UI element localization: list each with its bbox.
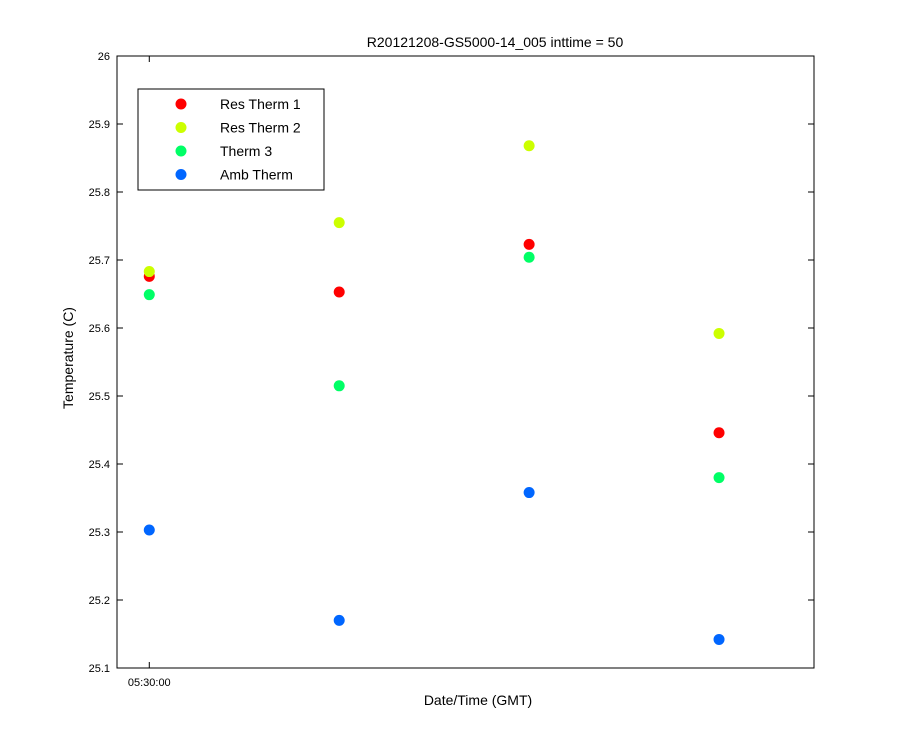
data-points [143, 140, 725, 645]
legend: Res Therm 1 Res Therm 2 Therm 3 Amb Therm [137, 88, 325, 191]
data-point [713, 427, 725, 439]
series-1 [143, 140, 725, 339]
legend-label: Res Therm 2 [220, 120, 301, 136]
y-tick-label: 25.5 [89, 391, 110, 403]
y-tick-label: 25.9 [89, 119, 110, 131]
legend-marker [175, 98, 187, 110]
legend-marker [175, 145, 187, 157]
y-tick-label: 25.7 [89, 255, 110, 267]
x-axis-label: Date/Time (GMT) [424, 692, 532, 708]
chart-title: R20121208-GS5000-14_005 inttime = 50 [367, 34, 624, 50]
data-point [143, 524, 155, 536]
data-point [333, 286, 345, 298]
data-point [523, 251, 535, 263]
data-point [713, 327, 725, 339]
legend-label: Amb Therm [220, 167, 293, 183]
data-point [333, 614, 345, 626]
data-point [523, 238, 535, 250]
x-axis: 05:30:00 [128, 56, 171, 689]
data-point [523, 140, 535, 152]
data-point [523, 487, 535, 499]
legend-marker [175, 122, 187, 133]
series-2 [143, 251, 725, 484]
series-3 [143, 487, 725, 645]
y-tick-label: 25.6 [89, 323, 110, 335]
legend-box [137, 88, 325, 191]
x-tick-label: 05:30:00 [128, 677, 171, 689]
y-tick-label: 25.1 [89, 663, 110, 675]
data-point [713, 472, 725, 484]
y-tick-label: 26 [98, 51, 110, 63]
y-tick-label: 25.4 [89, 459, 110, 471]
data-point [143, 289, 155, 301]
data-point [333, 380, 345, 392]
y-axis-label: Temperature (C) [60, 307, 76, 409]
data-point [333, 217, 345, 229]
y-tick-label: 25.2 [89, 595, 110, 607]
legend-marker [175, 169, 187, 180]
y-axis: 25.1 25.2 25.3 25.4 25.5 25.6 25.7 25.8 25.9 26 [89, 51, 814, 675]
legend-label: Res Therm 1 [220, 96, 301, 112]
legend-label: Therm 3 [220, 143, 272, 159]
y-tick-label: 25.8 [89, 187, 110, 199]
data-point [713, 633, 725, 645]
data-point [143, 266, 155, 278]
y-tick-label: 25.3 [89, 527, 110, 539]
